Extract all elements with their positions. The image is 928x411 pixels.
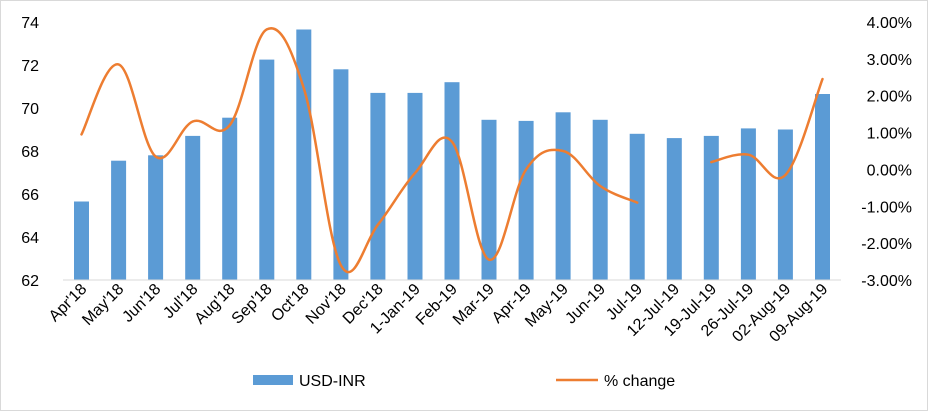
bar-usd-inr — [629, 133, 645, 280]
bar-usd-inr — [703, 135, 719, 280]
bar-usd-inr — [74, 201, 89, 280]
x-tick-label: Mar-19 — [450, 281, 498, 329]
left-tick-label: 74 — [21, 15, 39, 32]
left-tick-label: 62 — [21, 273, 39, 290]
bar-usd-inr — [740, 128, 756, 280]
right-tick-label: 1.00% — [867, 126, 912, 143]
x-tick-label: Sep'18 — [229, 281, 276, 328]
line-pct-change — [80, 27, 639, 274]
bar-usd-inr — [111, 160, 127, 280]
x-tick-label: Nov'18 — [303, 281, 350, 328]
left-axis-ticks: 62 64 66 68 70 72 74 — [21, 15, 39, 290]
x-tick-label: Jun-19 — [562, 281, 609, 328]
bar-usd-inr — [518, 120, 534, 281]
bar-usd-inr — [666, 138, 682, 280]
bar-usd-inr — [555, 112, 571, 280]
right-axis-ticks: -3.00% -2.00% -1.00% 0.00% 1.00% 2.00% 3.00% 4.… — [861, 15, 912, 290]
bar-usd-inr — [444, 82, 460, 280]
bar-usd-inr — [185, 135, 201, 280]
left-tick-label: 64 — [21, 230, 39, 247]
left-tick-label: 70 — [21, 101, 39, 118]
x-axis-ticks: Apr'18May'18Jun'18Jul'18Aug'18Sep'18Oct'… — [46, 281, 831, 346]
legend-label-pct-change: % change — [604, 373, 675, 390]
bar-usd-inr — [777, 129, 793, 280]
right-tick-label: 4.00% — [867, 15, 912, 32]
bar-usd-inr — [592, 119, 608, 280]
right-tick-label: 3.00% — [867, 52, 912, 69]
bar-usd-inr — [481, 119, 497, 280]
right-tick-label: 0.00% — [867, 162, 912, 179]
legend-swatch-usd-inr — [253, 375, 293, 385]
bars-layer — [74, 29, 830, 281]
bar-usd-inr — [222, 117, 238, 280]
left-tick-label: 72 — [21, 58, 39, 75]
x-tick-label: May'18 — [79, 281, 127, 329]
line-pct-change — [710, 77, 824, 180]
bar-usd-inr — [259, 59, 275, 280]
right-tick-label: -1.00% — [861, 199, 912, 216]
legend-label-usd-inr: USD-INR — [299, 373, 366, 390]
x-tick-label: Aug'18 — [192, 281, 239, 328]
legend: USD-INR % change — [253, 373, 675, 390]
bar-usd-inr — [296, 29, 312, 280]
right-tick-label: -2.00% — [861, 236, 912, 253]
bar-usd-inr — [407, 92, 423, 281]
x-tick-label: Jun'18 — [119, 281, 164, 326]
left-tick-label: 66 — [21, 187, 39, 204]
bar-usd-inr — [148, 155, 164, 280]
right-tick-label: -3.00% — [861, 273, 912, 290]
line-layer — [80, 27, 824, 274]
left-tick-label: 68 — [21, 144, 39, 161]
right-tick-label: 2.00% — [867, 89, 912, 106]
bar-usd-inr — [815, 94, 830, 280]
bar-usd-inr — [370, 92, 386, 281]
bar-usd-inr — [333, 69, 349, 280]
